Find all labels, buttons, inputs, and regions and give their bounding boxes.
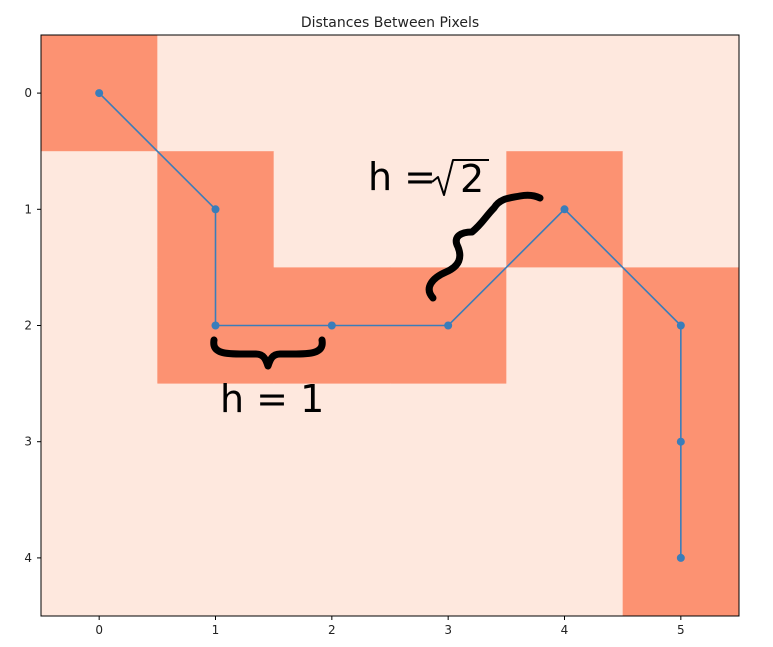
heatmap-cell <box>390 383 507 501</box>
heatmap-cell <box>506 499 624 617</box>
heatmap-cell <box>157 383 275 501</box>
annotation-sqrt2-label: h = <box>368 155 448 199</box>
horizontal-brace-icon <box>210 336 326 370</box>
chart-title: Distances Between Pixels <box>301 15 479 31</box>
x-tick-label: 0 <box>95 623 103 637</box>
heatmap-cell <box>273 499 391 617</box>
annotation-h1: h = 1 <box>210 336 326 421</box>
y-tick-label: 3 <box>24 435 32 449</box>
path-series <box>95 89 685 562</box>
heatmap-cell <box>157 35 275 152</box>
path-point <box>676 321 685 330</box>
heatmap-cell <box>390 151 507 268</box>
heatmap-cell <box>390 35 507 152</box>
heatmap-cell <box>622 151 740 268</box>
heatmap-cell <box>273 35 391 152</box>
x-tick-label: 3 <box>444 623 452 637</box>
annotation-sqrt2: h = 2 <box>368 155 544 302</box>
path-point <box>95 89 104 98</box>
heatmap-cell <box>273 151 391 268</box>
annotation-sqrt2-radicand: 2 <box>460 157 484 201</box>
heatmap-cell <box>41 151 158 268</box>
heatmap-cell <box>273 383 391 501</box>
path-point <box>211 205 220 214</box>
path-point <box>560 205 569 214</box>
y-tick-label: 4 <box>24 551 32 565</box>
heatmap-cell <box>157 499 275 617</box>
heatmap-cell <box>506 383 624 501</box>
path-point <box>211 321 220 330</box>
heatmap-cell <box>506 267 624 385</box>
heatmap-cell <box>506 35 624 152</box>
path-point <box>676 437 685 446</box>
y-tick-label: 0 <box>24 86 32 100</box>
annotation-h1-label: h = 1 <box>220 377 324 421</box>
axis-ticks: 0 1 2 3 4 5 0 1 2 3 4 <box>24 86 684 637</box>
x-tick-label: 1 <box>212 623 220 637</box>
x-tick-label: 5 <box>677 623 685 637</box>
y-tick-label: 1 <box>24 202 32 216</box>
y-tick-label: 2 <box>24 319 32 333</box>
heatmap-cell <box>41 383 158 501</box>
x-tick-label: 2 <box>328 623 336 637</box>
diagonal-brace-icon <box>425 191 544 302</box>
heatmap-cell <box>41 267 158 385</box>
heatmap-cell <box>390 499 507 617</box>
heatmap-cell <box>622 35 740 152</box>
heatmap-cell <box>41 499 158 617</box>
sqrt-radical-icon <box>431 159 489 196</box>
path-point <box>327 321 336 330</box>
path-point <box>444 321 453 330</box>
path-point <box>676 553 685 562</box>
x-tick-label: 4 <box>561 623 569 637</box>
